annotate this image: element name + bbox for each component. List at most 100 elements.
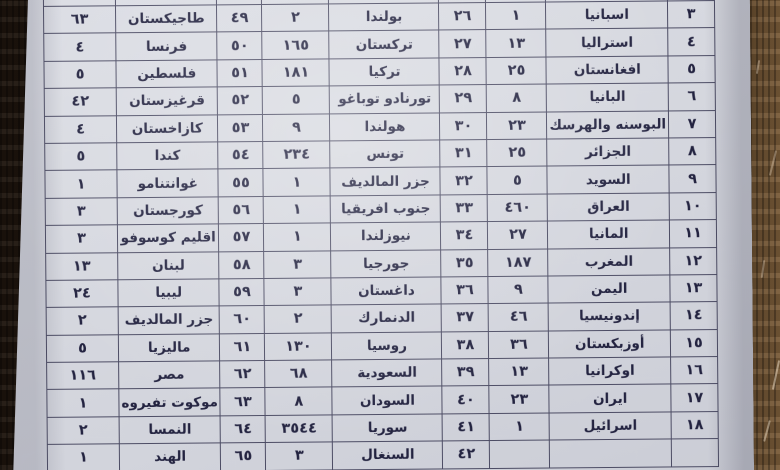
country-cell: لبنان: [118, 251, 220, 279]
country-cell: فلسطين: [116, 60, 218, 88]
country-cell: كندا: [117, 142, 219, 170]
count-cell: ١: [45, 170, 117, 198]
country-cell: استراليا: [546, 28, 668, 56]
country-cell: طاجيكستان: [115, 5, 217, 33]
row-number-cell: ١٥: [670, 329, 717, 357]
country-cell: كورجستان: [117, 197, 219, 225]
row-number-cell: ٢٦: [439, 3, 486, 31]
country-cell: روسيا: [332, 332, 442, 360]
country-cell: الدنمارك: [332, 304, 442, 332]
country-cell: جنوب افريقيا: [331, 195, 441, 223]
row-number-cell: ٤١: [443, 413, 490, 441]
count-cell: ٢: [262, 4, 329, 32]
count-cell: ١١٦: [47, 362, 119, 390]
count-cell: [490, 440, 550, 468]
count-cell: ٥: [487, 166, 547, 194]
row-number-cell: ١٨: [671, 411, 718, 439]
count-cell: ١٦٥: [262, 31, 329, 59]
country-cell: فرنسا: [116, 32, 218, 60]
country-cell: العراق: [548, 193, 670, 221]
count-cell: ١٨١: [262, 59, 329, 87]
row-number-cell: ٥٦: [219, 196, 264, 224]
countries-table: ٦٣ طاجيكستان ٤٩ ٢ بولندا ٢٦ ١ اسبانيا ٣ ٤ فرنسا ٥٠ ١…: [43, 0, 719, 470]
count-cell: ٢٣٤: [263, 141, 330, 169]
country-cell: نيوزلندا: [331, 222, 441, 250]
count-cell: ٩: [263, 113, 330, 141]
country-cell: أوزبكستان: [549, 330, 671, 358]
count-cell: ١: [263, 168, 330, 196]
row-number-cell: ١٠: [669, 192, 716, 220]
country-cell: جزر المالديف: [330, 167, 440, 195]
wood-scratch: [763, 420, 771, 442]
count-cell: ٢٤: [46, 280, 118, 308]
country-cell: ماليزيا: [118, 334, 220, 362]
count-cell: ٨: [265, 387, 332, 415]
row-number-cell: ٥٢: [218, 87, 263, 115]
row-number-cell: ٣١: [440, 139, 487, 167]
country-cell: السودان: [332, 386, 442, 414]
count-cell: ١: [490, 413, 550, 441]
row-number-cell: ٣٨: [442, 331, 489, 359]
country-cell: جزر المالديف: [118, 306, 220, 334]
row-number-cell: ٨: [669, 138, 716, 166]
row-number-cell: ٣٤: [441, 222, 488, 250]
count-cell: ٣٦: [489, 331, 549, 359]
row-number-cell: ٣٣: [441, 194, 488, 222]
wood-scratch: [760, 259, 766, 279]
count-cell: ٤٦: [489, 303, 549, 331]
row-number-cell: ١٧: [671, 384, 718, 412]
wood-scratch: [755, 59, 760, 75]
count-cell: ٥: [263, 86, 330, 114]
country-cell: داغستان: [331, 277, 441, 305]
row-number-cell: ١٣: [670, 274, 717, 302]
row-number-cell: ٣٠: [440, 112, 487, 140]
row-number-cell: ١١: [669, 220, 716, 248]
row-number-cell: ٦: [668, 83, 715, 111]
country-cell: افغانستان: [546, 56, 668, 84]
count-cell: ٢٥: [486, 57, 546, 85]
count-cell: ١٣: [486, 29, 546, 57]
row-number-cell: ٦٠: [220, 306, 265, 334]
row-number-cell: ٥٧: [219, 224, 264, 252]
count-cell: ٥: [44, 61, 116, 89]
row-number-cell: ٥٣: [218, 114, 263, 142]
row-number-cell: ١٤: [670, 302, 717, 330]
count-cell: ٣: [45, 225, 117, 253]
country-cell: السويد: [547, 165, 669, 193]
row-number-cell: ٣: [668, 1, 715, 29]
row-number-cell: ١٦: [671, 357, 718, 385]
country-cell: السنغال: [333, 441, 443, 469]
count-cell: ٩: [488, 276, 548, 304]
partial-bottom-row: ١ الهند ٦٥ ٣ السنغال ٤٢: [47, 439, 718, 470]
count-cell: ٣: [264, 278, 331, 306]
wood-scratch: [768, 150, 778, 176]
country-cell: ليبيا: [118, 279, 220, 307]
country-cell: مصر: [119, 361, 221, 389]
count-cell: ٢٣: [489, 385, 549, 413]
count-cell: ١: [264, 196, 331, 224]
count-cell: ١٨٧: [488, 249, 548, 277]
row-number-cell: ١٢: [670, 247, 717, 275]
row-number-cell: ٢٨: [439, 57, 486, 85]
count-cell: ٣: [264, 250, 331, 278]
row-number-cell: ٥٥: [218, 169, 263, 197]
row-number-cell: ٦٣: [220, 388, 265, 416]
count-cell: ٨: [487, 84, 547, 112]
country-cell: تركيا: [329, 58, 439, 86]
country-cell: الجزائر: [547, 138, 669, 166]
country-cell: تركستان: [329, 30, 439, 58]
country-cell: كازاخستان: [116, 114, 218, 142]
country-cell: غوانتنامو: [117, 169, 219, 197]
country-cell: إندونيسيا: [549, 302, 671, 330]
count-cell: ٥: [45, 143, 117, 171]
table-body: ٦٣ طاجيكستان ٤٩ ٢ بولندا ٢٦ ١ اسبانيا ٣ ٤ فرنسا ٥٠ ١…: [43, 0, 718, 470]
row-number-cell: ٣٦: [441, 276, 488, 304]
count-cell: ٢٥: [487, 139, 547, 167]
count-cell: ٢٧: [488, 221, 548, 249]
country-cell: [550, 439, 672, 467]
country-cell: البانيا: [547, 83, 669, 111]
row-number-cell: [671, 439, 718, 467]
row-number-cell: ٦١: [220, 333, 265, 361]
country-cell: بولندا: [329, 3, 439, 31]
